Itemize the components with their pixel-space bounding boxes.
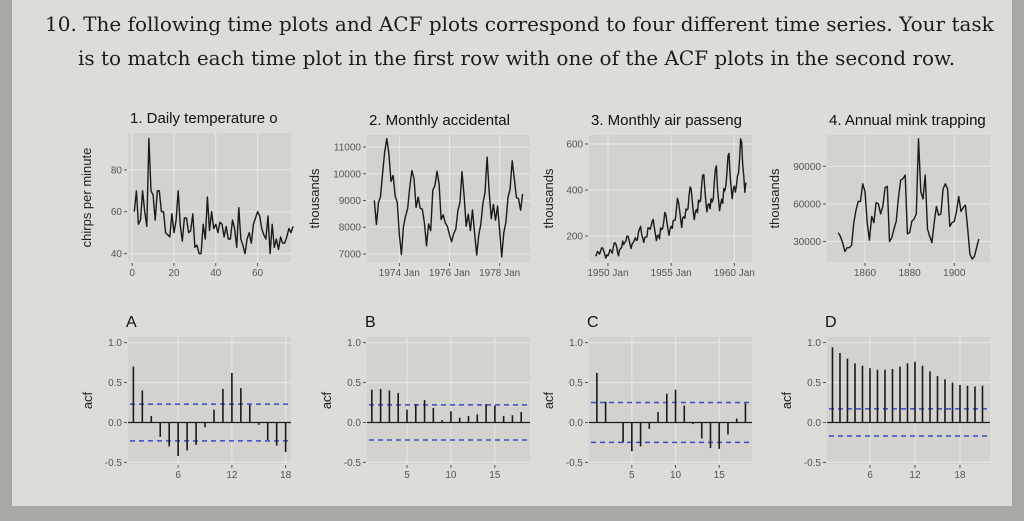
chart-time-plot-3: 3. Monthly air passeng thousands 200 400 600… [541,112,755,279]
y-tick-label: 10000 [333,169,361,180]
y-tick-label: 0.0 [347,418,361,429]
y-axis-label: acf [80,391,95,409]
y-tick-label: 0.5 [807,378,821,389]
x-tick-label: 1900 [943,268,966,279]
y-axis-label: thousands [541,168,556,228]
y-tick-label: 0.0 [807,418,821,429]
y-tick-label: 11000 [334,143,362,154]
y-tick-label: 1.0 [807,338,821,349]
chart-title: A [126,314,137,331]
x-tick-label: 1978 Jan [479,268,520,279]
y-tick-label: -0.5 [344,458,362,469]
x-tick-label: 20 [168,268,180,279]
plot-panel [128,337,291,464]
x-tick-label: 1955 Jan [651,268,692,279]
x-tick-label: 5 [629,470,635,481]
y-tick-label: -0.5 [566,458,584,469]
y-tick-label: 1.0 [108,338,122,349]
y-axis-label: acf [319,391,334,409]
x-tick-label: 10 [445,470,457,481]
x-tick-label: 60 [252,268,264,279]
plot-panel [589,337,752,464]
plot-panel [128,133,291,262]
chart-title: B [365,314,376,331]
y-axis-label: thousands [767,168,782,228]
y-axis-label: thousands [307,168,322,228]
y-tick-label: 600 [566,139,583,150]
y-tick-label: 200 [566,232,583,243]
series-line [373,137,524,258]
chart-title: 4. Annual mink trapping [829,112,986,129]
y-tick-label: 0.5 [569,378,583,389]
y-tick-label: 1.0 [569,338,583,349]
y-axis-label: chirps per minute [79,148,94,248]
chart-time-plot-2: 2. Monthly accidental thousands 7000 8000 90… [307,112,530,279]
x-tick-label: 18 [280,470,292,481]
chart-title: C [587,314,599,331]
x-tick-label: 6 [175,470,181,481]
x-tick-label: 15 [489,470,501,481]
x-tick-label: 1860 [854,268,877,279]
chart-time-plot-4: 4. Annual mink trapping thousands 30000 600… [767,112,990,279]
y-tick-label: 1.0 [347,338,361,349]
x-tick-label: 10 [670,470,682,481]
question-text-line-1: 10. The following time plots and ACF plo… [45,12,994,36]
y-tick-label: 30000 [793,237,821,248]
chart-title: 3. Monthly air passeng [591,112,742,129]
plot-panel [367,135,530,262]
plot-panel [827,135,990,262]
y-tick-label: 0.0 [569,418,583,429]
y-tick-label: 0.5 [108,378,122,389]
y-tick-label: -0.5 [804,458,822,469]
x-tick-label: 6 [867,470,873,481]
y-tick-label: 400 [566,185,583,196]
x-tick-label: 40 [210,268,222,279]
y-tick-label: 80 [111,165,123,176]
chart-title: 1. Daily temperature o [130,110,278,127]
y-tick-label: 0.0 [108,418,122,429]
y-tick-label: 9000 [339,196,362,207]
question-text-line-2: is to match each time plot in the first … [78,46,956,70]
x-tick-label: 18 [954,470,966,481]
y-tick-label: 8000 [339,223,362,234]
y-tick-label: 0.5 [347,378,361,389]
y-tick-label: -0.5 [105,458,123,469]
x-tick-label: 12 [226,470,238,481]
y-tick-label: 60000 [793,199,821,210]
x-tick-label: 1960 Jan [714,268,755,279]
x-tick-label: 1974 Jan [379,268,420,279]
x-tick-label: 1976 Jan [429,268,470,279]
series-line [133,137,294,255]
y-tick-label: 90000 [793,162,821,173]
series-line [594,138,747,259]
chart-time-plot-1: 1. Daily temperature o chirps per minute 4… [79,110,294,279]
x-tick-label: 15 [714,470,726,481]
plot-panel [827,337,990,464]
chart-title: D [825,314,837,331]
y-tick-label: 60 [111,207,123,218]
y-axis-label: acf [779,391,794,409]
x-tick-label: 1880 [898,268,921,279]
series-line [837,138,980,260]
y-tick-label: 40 [111,249,123,260]
x-tick-label: 1950 Jan [587,268,628,279]
x-tick-label: 12 [909,470,921,481]
y-axis-label: acf [541,391,556,409]
plot-panel [367,337,530,464]
chart-title: 2. Monthly accidental [369,112,510,129]
y-tick-label: 7000 [339,249,362,260]
plot-panel [589,135,752,262]
x-tick-label: 0 [129,268,135,279]
x-tick-label: 5 [404,470,410,481]
